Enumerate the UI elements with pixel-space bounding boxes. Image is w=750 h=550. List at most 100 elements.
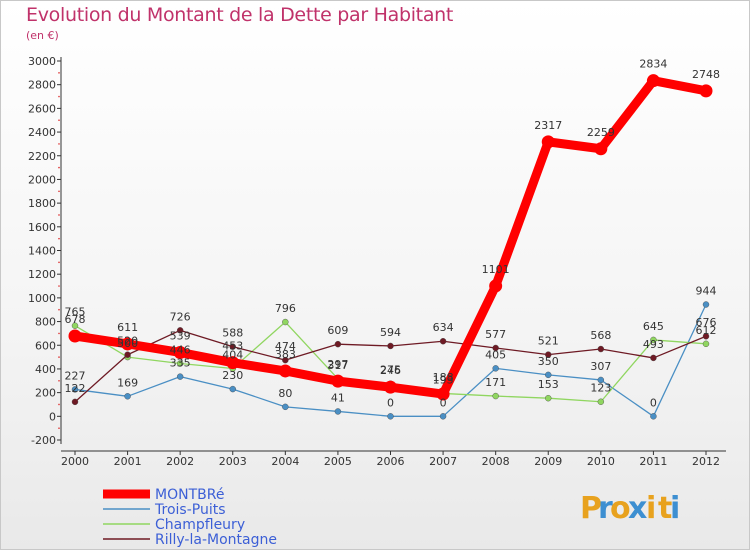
series-point-1 <box>702 340 710 348</box>
y-tick-label: 2600 <box>28 102 56 115</box>
series-point-1 <box>597 398 605 405</box>
data-label-0: 0 <box>440 396 447 409</box>
data-label-3: 678 <box>65 313 86 326</box>
series-point-2 <box>124 351 131 358</box>
y-minor-dot <box>58 403 60 406</box>
data-label-0: 0 <box>650 396 657 409</box>
data-label-3: 383 <box>275 348 296 361</box>
data-label-1: 171 <box>485 376 506 389</box>
series-point-2 <box>282 356 289 364</box>
data-label-0: 307 <box>590 360 611 373</box>
data-label-1: 404 <box>222 348 243 361</box>
data-label-3: 611 <box>117 321 138 334</box>
data-label-1: 193 <box>433 373 454 386</box>
legend-label-3: MONTBRé <box>155 487 224 503</box>
y-tick-label: 400 <box>35 363 56 376</box>
brand-letter: o <box>610 491 631 526</box>
series-point-1 <box>176 360 184 367</box>
data-label-0: 0 <box>387 396 394 409</box>
series-point-0 <box>545 371 552 379</box>
data-label-0: 227 <box>65 369 86 382</box>
y-tick-label: -200 <box>31 434 56 447</box>
data-label-1: 123 <box>590 382 611 395</box>
x-tick-label: 2008 <box>482 455 510 468</box>
brand-letter: i <box>646 491 656 526</box>
y-minor-dot <box>58 332 60 335</box>
data-label-2: 726 <box>170 310 191 323</box>
data-label-0: 944 <box>696 285 717 298</box>
y-tick-label: 1600 <box>28 221 56 234</box>
data-label-2: 577 <box>485 328 506 341</box>
data-label-3: 539 <box>170 329 191 342</box>
x-tick-label: 2004 <box>271 455 299 468</box>
x-tick-label: 2007 <box>429 455 457 468</box>
data-label-2: 493 <box>643 338 664 351</box>
series-point-3 <box>331 374 345 388</box>
series-point-0 <box>492 365 499 372</box>
data-label-3: 246 <box>380 364 401 377</box>
y-minor-dot <box>58 379 60 382</box>
y-tick-label: 1800 <box>28 197 56 210</box>
data-label-3: 188 <box>433 371 454 384</box>
y-minor-dot <box>58 356 60 358</box>
series-point-3 <box>541 135 555 149</box>
series-point-0 <box>387 413 394 420</box>
series-point-2 <box>545 351 552 358</box>
series-point-3 <box>594 142 608 156</box>
data-label-2: 588 <box>222 327 243 340</box>
data-label-1: 645 <box>643 320 664 333</box>
data-label-1: 317 <box>327 359 348 372</box>
series-point-3 <box>646 74 660 88</box>
data-label-3: 2259 <box>587 126 615 139</box>
data-label-0: 41 <box>331 391 345 404</box>
y-minor-dot <box>58 308 60 311</box>
series-point-0 <box>334 408 342 415</box>
series-point-3 <box>226 356 240 370</box>
data-label-2: 520 <box>117 335 138 348</box>
series-point-3 <box>699 84 713 98</box>
y-tick-label: 600 <box>35 339 56 352</box>
x-tick-label: 2009 <box>534 455 562 468</box>
y-minor-dot <box>58 237 60 240</box>
series-point-0 <box>282 403 289 411</box>
series-point-0 <box>229 385 236 393</box>
y-minor-dot <box>58 166 60 169</box>
series-point-0 <box>71 386 79 393</box>
series-point-2 <box>71 398 79 406</box>
chart-subtitle: (en €) <box>26 29 59 42</box>
data-label-1: 500 <box>117 337 138 350</box>
series-point-1 <box>492 392 499 400</box>
axes: -200020040060080010001200140016001800200… <box>28 55 726 468</box>
series-point-3 <box>173 345 187 359</box>
data-label-0: 230 <box>222 369 243 382</box>
data-label-1: 153 <box>538 378 559 391</box>
data-label-2: 568 <box>590 329 611 342</box>
series-layer <box>68 74 713 420</box>
data-label-2: 521 <box>538 335 559 348</box>
series-point-1 <box>282 318 289 326</box>
series-point-0 <box>597 376 605 384</box>
y-minor-dot <box>58 214 60 216</box>
data-label-0: 350 <box>538 355 559 368</box>
series-point-3 <box>278 364 292 378</box>
series-point-1 <box>71 322 79 329</box>
y-minor-dot <box>58 95 60 98</box>
series-point-3 <box>121 337 135 351</box>
y-minor-dot <box>58 285 60 287</box>
x-tick-label: 2010 <box>587 455 615 468</box>
data-label-3: 297 <box>327 358 348 371</box>
data-label-0: 405 <box>485 348 506 361</box>
data-label-2: 634 <box>433 321 454 334</box>
series-point-2 <box>492 344 499 352</box>
series-point-2 <box>439 338 447 345</box>
x-tick-label: 2006 <box>377 455 405 468</box>
legend-label-2: Rilly-la-Montagne <box>155 532 277 548</box>
y-minor-dot <box>58 190 60 193</box>
series-point-2 <box>229 343 236 350</box>
brand-letter: P <box>580 491 602 526</box>
series-point-3 <box>384 380 397 394</box>
series-point-3 <box>68 329 82 343</box>
y-tick-label: 3000 <box>28 55 56 68</box>
